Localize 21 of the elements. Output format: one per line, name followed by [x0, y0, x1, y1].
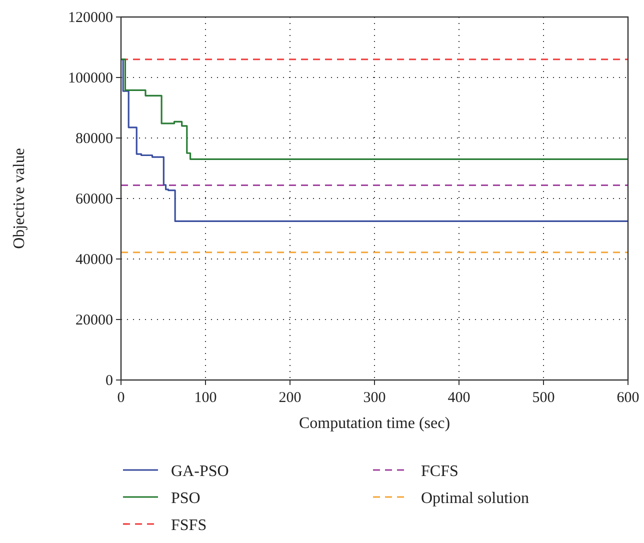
y-tick-label: 20000 — [76, 312, 113, 328]
x-tick-label: 200 — [278, 390, 302, 406]
x-tick-label: 500 — [532, 390, 555, 406]
y-tick-label: 40000 — [76, 252, 113, 268]
y-tick-label: 0 — [106, 373, 113, 389]
x-tick-label: 600 — [616, 390, 640, 406]
legend-label: FCFS — [421, 463, 458, 480]
y-axis-title: Objective value — [11, 148, 28, 249]
legend-label: Optimal solution — [421, 490, 529, 507]
y-tick-label: 80000 — [76, 131, 113, 147]
legend-label: PSO — [171, 490, 200, 507]
legend-label: FSFS — [171, 517, 207, 534]
y-tick-label: 60000 — [76, 192, 113, 208]
y-tick-label: 120000 — [68, 10, 113, 26]
x-tick-label: 300 — [363, 390, 386, 406]
y-tick-label: 100000 — [68, 70, 113, 86]
x-tick-label: 100 — [194, 390, 217, 406]
legend-label: GA-PSO — [171, 463, 229, 480]
x-tick-label: 0 — [117, 390, 125, 406]
x-axis-title: Computation time (sec) — [298, 415, 450, 432]
x-tick-label: 400 — [448, 390, 470, 406]
